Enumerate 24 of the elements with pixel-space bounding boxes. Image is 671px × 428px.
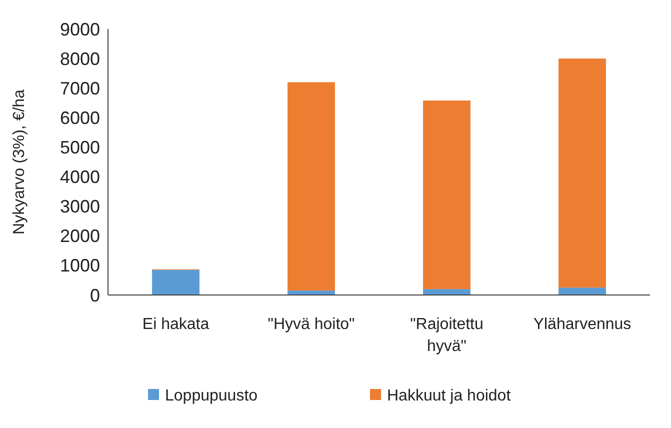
- y-tick-label: 8000: [60, 48, 100, 69]
- legend-label: Loppupuusto: [165, 388, 258, 405]
- x-tick-label: Ei hakata: [142, 316, 210, 333]
- bar: [558, 288, 606, 295]
- x-tick-label: "Rajoitettu hyvä": [410, 316, 484, 355]
- y-tick-label: 7000: [60, 78, 100, 98]
- y-tick-label: 2000: [60, 226, 100, 246]
- y-tick-label: 5000: [60, 138, 100, 158]
- y-axis-title: Nykyarvo (3%), €/ha: [11, 89, 28, 234]
- y-tick-label: 6000: [60, 108, 100, 128]
- legend-label: Hakkuut ja hoidot: [387, 388, 512, 405]
- bar: [558, 58, 606, 288]
- bar: [423, 289, 470, 295]
- bar: [288, 290, 335, 295]
- x-tick-label: "Hyvä hoito": [268, 316, 355, 333]
- y-tick-label: 4000: [60, 167, 100, 188]
- bar: [288, 82, 335, 291]
- y-tick-label: 0: [90, 285, 100, 306]
- y-tick-label: 9000: [60, 19, 100, 40]
- y-tick-label: 1000: [60, 256, 100, 276]
- bar: [423, 100, 470, 290]
- bar: [152, 270, 200, 295]
- x-tick-label: Yläharvennus: [533, 316, 632, 333]
- y-tick-label: 3000: [60, 196, 100, 217]
